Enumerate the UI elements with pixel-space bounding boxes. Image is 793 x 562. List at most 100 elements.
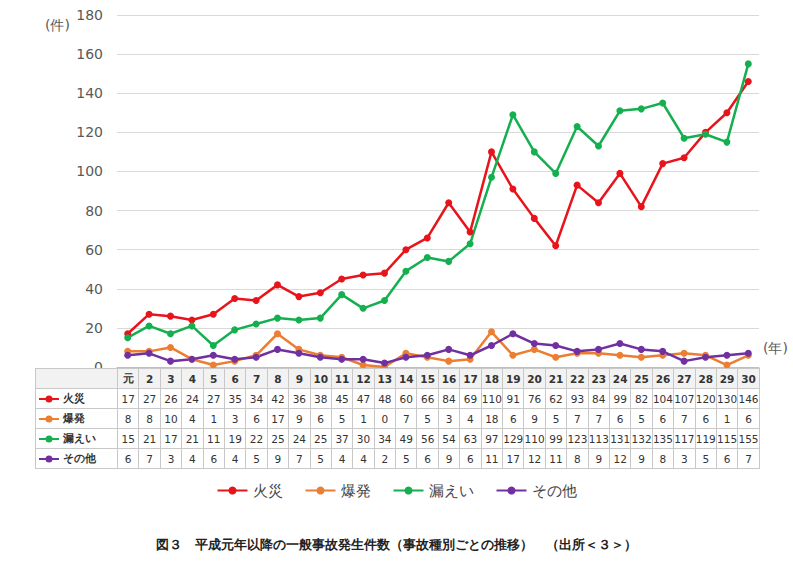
html-text:11: 11 bbox=[549, 452, 563, 465]
html-text:18: 18 bbox=[484, 372, 500, 385]
html-text:56: 56 bbox=[421, 432, 435, 445]
html-text:24: 24 bbox=[292, 432, 306, 445]
html-text:82 104 107 120 130 146: 82 104 107 120 130 146 bbox=[634, 392, 759, 405]
html-text:15: 15 bbox=[121, 432, 135, 445]
html-text:10: 10 bbox=[164, 412, 178, 425]
html-text:35: 35 bbox=[228, 392, 242, 405]
svg-text:(件): (件) bbox=[45, 17, 70, 33]
svg-text:100: 100 bbox=[76, 163, 103, 179]
html-text:17: 17 bbox=[271, 412, 285, 425]
svg-text:火災: 火災 bbox=[253, 482, 283, 500]
html-text:17: 17 bbox=[164, 432, 178, 445]
html-text:5: 5 bbox=[210, 372, 218, 385]
html-text:37: 37 bbox=[335, 432, 349, 445]
html-text:45: 45 bbox=[335, 392, 349, 405]
html-text:21: 21 bbox=[142, 432, 157, 445]
html-text:27: 27 bbox=[142, 392, 157, 405]
svg-text:爆発: 爆発 bbox=[341, 482, 371, 500]
html-text:21: 21 bbox=[185, 432, 199, 445]
html-text:6: 6 bbox=[231, 372, 239, 385]
html-text:元: 元 bbox=[122, 371, 134, 384]
html-text:8: 8 bbox=[274, 372, 282, 385]
svg-text:180: 180 bbox=[76, 7, 103, 23]
html-text:54: 54 bbox=[442, 432, 456, 445]
html-text:30: 30 bbox=[741, 372, 756, 385]
html-text:21: 21 bbox=[548, 372, 564, 385]
html-text:17: 17 bbox=[121, 392, 135, 405]
html-text:18: 18 bbox=[485, 412, 499, 425]
html-text:7: 7 bbox=[252, 372, 261, 385]
html-text:25: 25 bbox=[314, 432, 328, 445]
html-text:22: 22 bbox=[249, 432, 264, 445]
html-text:爆発: 爆発 bbox=[63, 411, 85, 424]
html-text:29: 29 bbox=[719, 372, 735, 385]
html-text:19: 19 bbox=[505, 372, 521, 385]
html-text:17: 17 bbox=[506, 452, 520, 465]
svg-text:漏えい: 漏えい bbox=[429, 482, 474, 500]
svg-text:20: 20 bbox=[85, 320, 103, 336]
html-text:49: 49 bbox=[399, 432, 413, 445]
html-text:20: 20 bbox=[527, 372, 542, 385]
html-text:97 129 110 99 123 113 131 132: 97 129 110 99 123 113 131 132 135 117 11… bbox=[485, 432, 759, 445]
html-text:2: 2 bbox=[145, 372, 154, 385]
html-text:34: 34 bbox=[249, 392, 264, 405]
html-text:11: 11 bbox=[485, 452, 499, 465]
html-text:24: 24 bbox=[612, 372, 628, 385]
html-text:11: 11 bbox=[207, 432, 221, 445]
svg-text:その他: その他 bbox=[532, 482, 577, 500]
html-text:26: 26 bbox=[164, 392, 178, 405]
html-text:48: 48 bbox=[378, 392, 392, 405]
html-text:22: 22 bbox=[570, 372, 585, 385]
html-text:42: 42 bbox=[271, 392, 285, 405]
html-text:28: 28 bbox=[698, 372, 713, 385]
html-text:25: 25 bbox=[634, 372, 649, 385]
html-text:30: 30 bbox=[356, 432, 371, 445]
html-text:10: 10 bbox=[313, 372, 328, 385]
svg-text:120: 120 bbox=[76, 124, 103, 140]
html-text:66: 66 bbox=[421, 392, 435, 405]
html-text:34: 34 bbox=[378, 432, 392, 445]
html-text:12: 12 bbox=[356, 372, 371, 385]
html-text:19: 19 bbox=[228, 432, 242, 445]
html-text:12: 12 bbox=[527, 452, 542, 465]
html-text:47: 47 bbox=[356, 392, 371, 405]
html-text:27: 27 bbox=[207, 392, 221, 405]
html-text:76: 76 bbox=[527, 392, 542, 405]
html-text:9: 9 bbox=[295, 372, 303, 385]
html-text:99: 99 bbox=[613, 392, 627, 405]
html-text:14: 14 bbox=[399, 372, 414, 385]
html-text:62: 62 bbox=[549, 392, 563, 405]
html-text:63: 63 bbox=[463, 432, 478, 445]
svg-text:80: 80 bbox=[85, 203, 103, 219]
svg-text:(年): (年) bbox=[763, 340, 788, 356]
html-text:漏えい: 漏えい bbox=[63, 431, 96, 444]
html-text:13: 13 bbox=[377, 372, 393, 385]
svg-text:図３ 平成元年以降の一般事故発生件数（事故種別ごとの推移）: 図３ 平成元年以降の一般事故発生件数（事故種別ごとの推移） （出所＜３＞） bbox=[156, 537, 637, 552]
html-text:24: 24 bbox=[185, 392, 199, 405]
html-text:38: 38 bbox=[314, 392, 328, 405]
html-text:27: 27 bbox=[677, 372, 692, 385]
html-text:60: 60 bbox=[399, 392, 413, 405]
html-text:11: 11 bbox=[334, 372, 350, 385]
html-text:3: 3 bbox=[167, 372, 175, 385]
html-text:26: 26 bbox=[655, 372, 671, 385]
html-text:16: 16 bbox=[441, 372, 457, 385]
svg-text:160: 160 bbox=[76, 46, 103, 62]
svg-text:40: 40 bbox=[85, 281, 103, 297]
html-text:4: 4 bbox=[188, 372, 196, 385]
html-text:15: 15 bbox=[420, 372, 435, 385]
html-text:84: 84 bbox=[592, 392, 606, 405]
html-text:93: 93 bbox=[570, 392, 585, 405]
html-text:その他: その他 bbox=[63, 451, 96, 464]
html-text:25: 25 bbox=[271, 432, 285, 445]
html-text:17: 17 bbox=[463, 372, 478, 385]
html-text:火災: 火災 bbox=[63, 391, 85, 404]
html-text:23: 23 bbox=[591, 372, 607, 385]
html-text:36: 36 bbox=[292, 392, 306, 405]
html-text:84: 84 bbox=[442, 392, 456, 405]
svg-text:0: 0 bbox=[94, 359, 103, 375]
html-text:12: 12 bbox=[613, 452, 627, 465]
svg-text:140: 140 bbox=[76, 85, 103, 101]
html-text:69 110 91: 69 110 91 bbox=[463, 392, 520, 405]
svg-text:60: 60 bbox=[85, 242, 103, 258]
